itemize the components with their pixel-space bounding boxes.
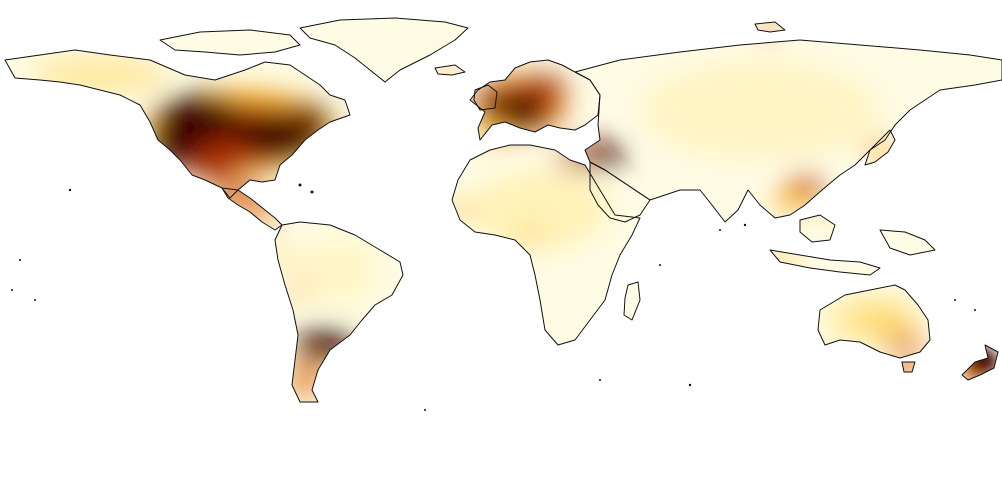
coast-tasmania <box>901 361 916 373</box>
coast-svalbard <box>754 21 786 33</box>
coast-africa <box>451 144 641 346</box>
coast-europe <box>469 59 601 141</box>
coast-borneo <box>799 214 836 243</box>
coast-central-america <box>221 187 283 231</box>
coast-new-zealand <box>961 344 999 381</box>
coast-north-america <box>4 49 351 199</box>
coast-new-guinea <box>879 229 936 256</box>
small-islands <box>11 183 976 411</box>
coast-madagascar <box>623 281 641 321</box>
coast-japan <box>864 129 896 166</box>
coast-arabia <box>589 161 651 223</box>
coastlines <box>4 17 1002 403</box>
coast-iceland <box>434 64 466 76</box>
coast-south-america <box>274 221 404 403</box>
coast-australia <box>817 284 931 359</box>
coast-greenland <box>299 17 469 83</box>
coast-indonesia <box>769 249 881 276</box>
coast-britain <box>473 84 498 111</box>
coast-arctic-islands <box>159 29 301 56</box>
